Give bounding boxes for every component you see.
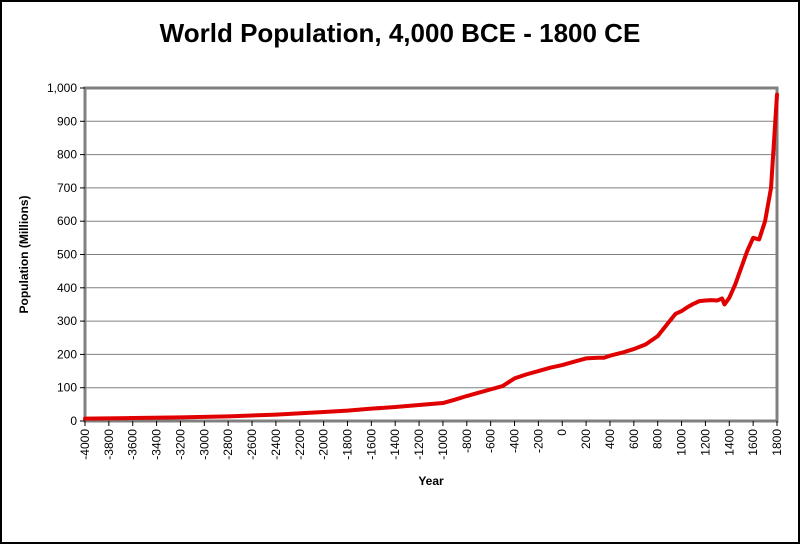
y-tick-label: 200 [57, 347, 77, 361]
y-tick-label: 1,000 [47, 81, 77, 95]
x-tick-label: -800 [460, 429, 474, 453]
x-tick-label: -1600 [364, 429, 378, 460]
y-tick-label: 700 [57, 181, 77, 195]
x-tick-label: -3200 [173, 429, 187, 460]
x-tick-label: -3400 [150, 429, 164, 460]
x-tick-label: -1000 [436, 429, 450, 460]
x-tick-label: -3000 [197, 429, 211, 460]
y-tick-label: 500 [57, 248, 77, 262]
x-tick-label: -1800 [340, 429, 354, 460]
x-tick-label: 1600 [746, 429, 760, 456]
x-tick-label: 400 [603, 429, 617, 449]
y-tick-label: 600 [57, 214, 77, 228]
x-tick-label: 800 [651, 429, 665, 449]
x-tick-label: 600 [627, 429, 641, 449]
y-tick-label: 300 [57, 314, 77, 328]
y-axis-title: Population (Millions) [17, 196, 31, 314]
x-tick-label: -3800 [102, 429, 116, 460]
x-tick-label: -400 [508, 429, 522, 453]
y-tick-label: 400 [57, 281, 77, 295]
y-tick-label: 800 [57, 148, 77, 162]
x-tick-label: 1400 [722, 429, 736, 456]
x-tick-label: -4000 [78, 429, 92, 460]
x-tick-label: -2000 [317, 429, 331, 460]
x-tick-label: -2400 [269, 429, 283, 460]
y-tick-label: 900 [57, 114, 77, 128]
x-tick-label: -1400 [388, 429, 402, 460]
x-tick-label: 1200 [698, 429, 712, 456]
y-tick-label: 0 [70, 414, 77, 428]
x-tick-label: -1200 [412, 429, 426, 460]
x-tick-label: 200 [579, 429, 593, 449]
x-tick-labels: -4000 -3800 -3600 -3400 -3200 -3000 -2800 -2600… [78, 421, 784, 460]
x-tick-label: -2200 [293, 429, 307, 460]
x-axis-title: Year [418, 474, 444, 488]
chart-title: World Population, 4,000 BCE - 1800 CE [159, 18, 641, 48]
x-tick-label: -600 [484, 429, 498, 453]
x-tick-label: -200 [531, 429, 545, 453]
y-tick-labels: 0 100 200 300 400 500 600 700 800 900 1,000 [47, 81, 85, 428]
x-tick-label: 1000 [675, 429, 689, 456]
population-series-line [83, 92, 779, 421]
x-tick-label: 1800 [770, 429, 784, 456]
x-tick-label: -3600 [126, 429, 140, 460]
grid-lines [85, 120, 777, 389]
x-tick-label: -2800 [221, 429, 235, 460]
x-tick-label: -2600 [245, 429, 259, 460]
x-tick-label: 0 [555, 429, 569, 436]
y-tick-label: 100 [57, 381, 77, 395]
